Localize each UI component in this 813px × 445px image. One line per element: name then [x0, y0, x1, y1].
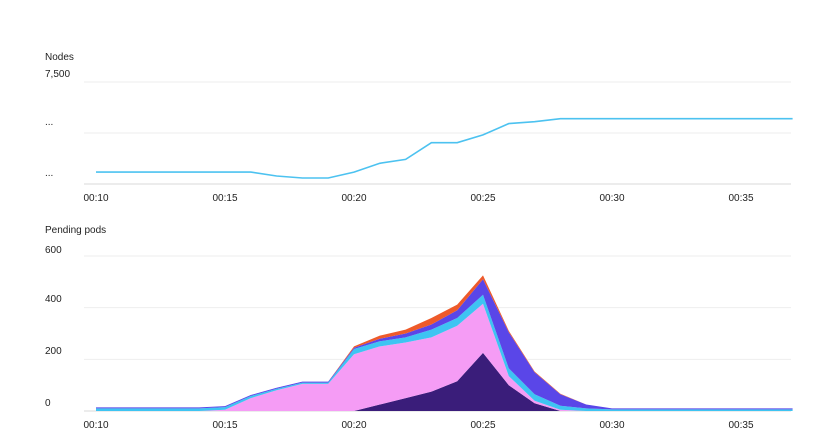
pods-x-tick-labels: 00:10 00:15 00:20 00:25 00:30 00:35 — [83, 420, 753, 431]
pods-y-tick-label: 200 — [45, 346, 62, 357]
nodes-series-group — [96, 117, 793, 179]
pods-x-tick-label: 00:35 — [728, 420, 753, 431]
nodes-gridlines — [84, 81, 791, 185]
nodes-line — [96, 117, 793, 179]
pending-pods-chart-title: Pending pods — [45, 225, 106, 236]
pods-y-tick-label: 400 — [45, 294, 62, 305]
pods-area-series-1 — [96, 352, 793, 411]
pods-area-series-2 — [96, 303, 793, 411]
nodes-x-tick-label: 00:20 — [341, 193, 366, 204]
pods-y-tick-labels: 600 400 200 0 — [45, 245, 62, 409]
nodes-x-tick-label: 00:35 — [728, 193, 753, 204]
pods-area-series-group — [96, 275, 793, 411]
pods-x-tick-label: 00:30 — [599, 420, 624, 431]
pods-x-tick-label: 00:20 — [341, 420, 366, 431]
pods-y-tick-label: 600 — [45, 245, 62, 256]
nodes-chart-title: Nodes — [45, 52, 74, 63]
nodes-y-tick-label: 7,500 — [45, 69, 70, 80]
nodes-x-tick-label: 00:10 — [83, 193, 108, 204]
pods-x-tick-label: 00:10 — [83, 420, 108, 431]
nodes-x-tick-labels: 00:10 00:15 00:20 00:25 00:30 00:35 — [83, 193, 753, 204]
pods-y-tick-label: 0 — [45, 398, 51, 409]
pods-x-tick-label: 00:25 — [470, 420, 495, 431]
nodes-chart: Nodes 7,500...... 00:10 00:15 00:20 00:25 00… — [45, 52, 793, 204]
nodes-y-tick-label: ... — [45, 117, 53, 128]
nodes-y-tick-labels: 7,500...... — [45, 69, 70, 179]
pods-x-tick-label: 00:15 — [212, 420, 237, 431]
nodes-x-tick-label: 00:15 — [212, 193, 237, 204]
nodes-y-tick-label: ... — [45, 168, 53, 179]
nodes-x-tick-label: 00:25 — [470, 193, 495, 204]
nodes-x-tick-label: 00:30 — [599, 193, 624, 204]
